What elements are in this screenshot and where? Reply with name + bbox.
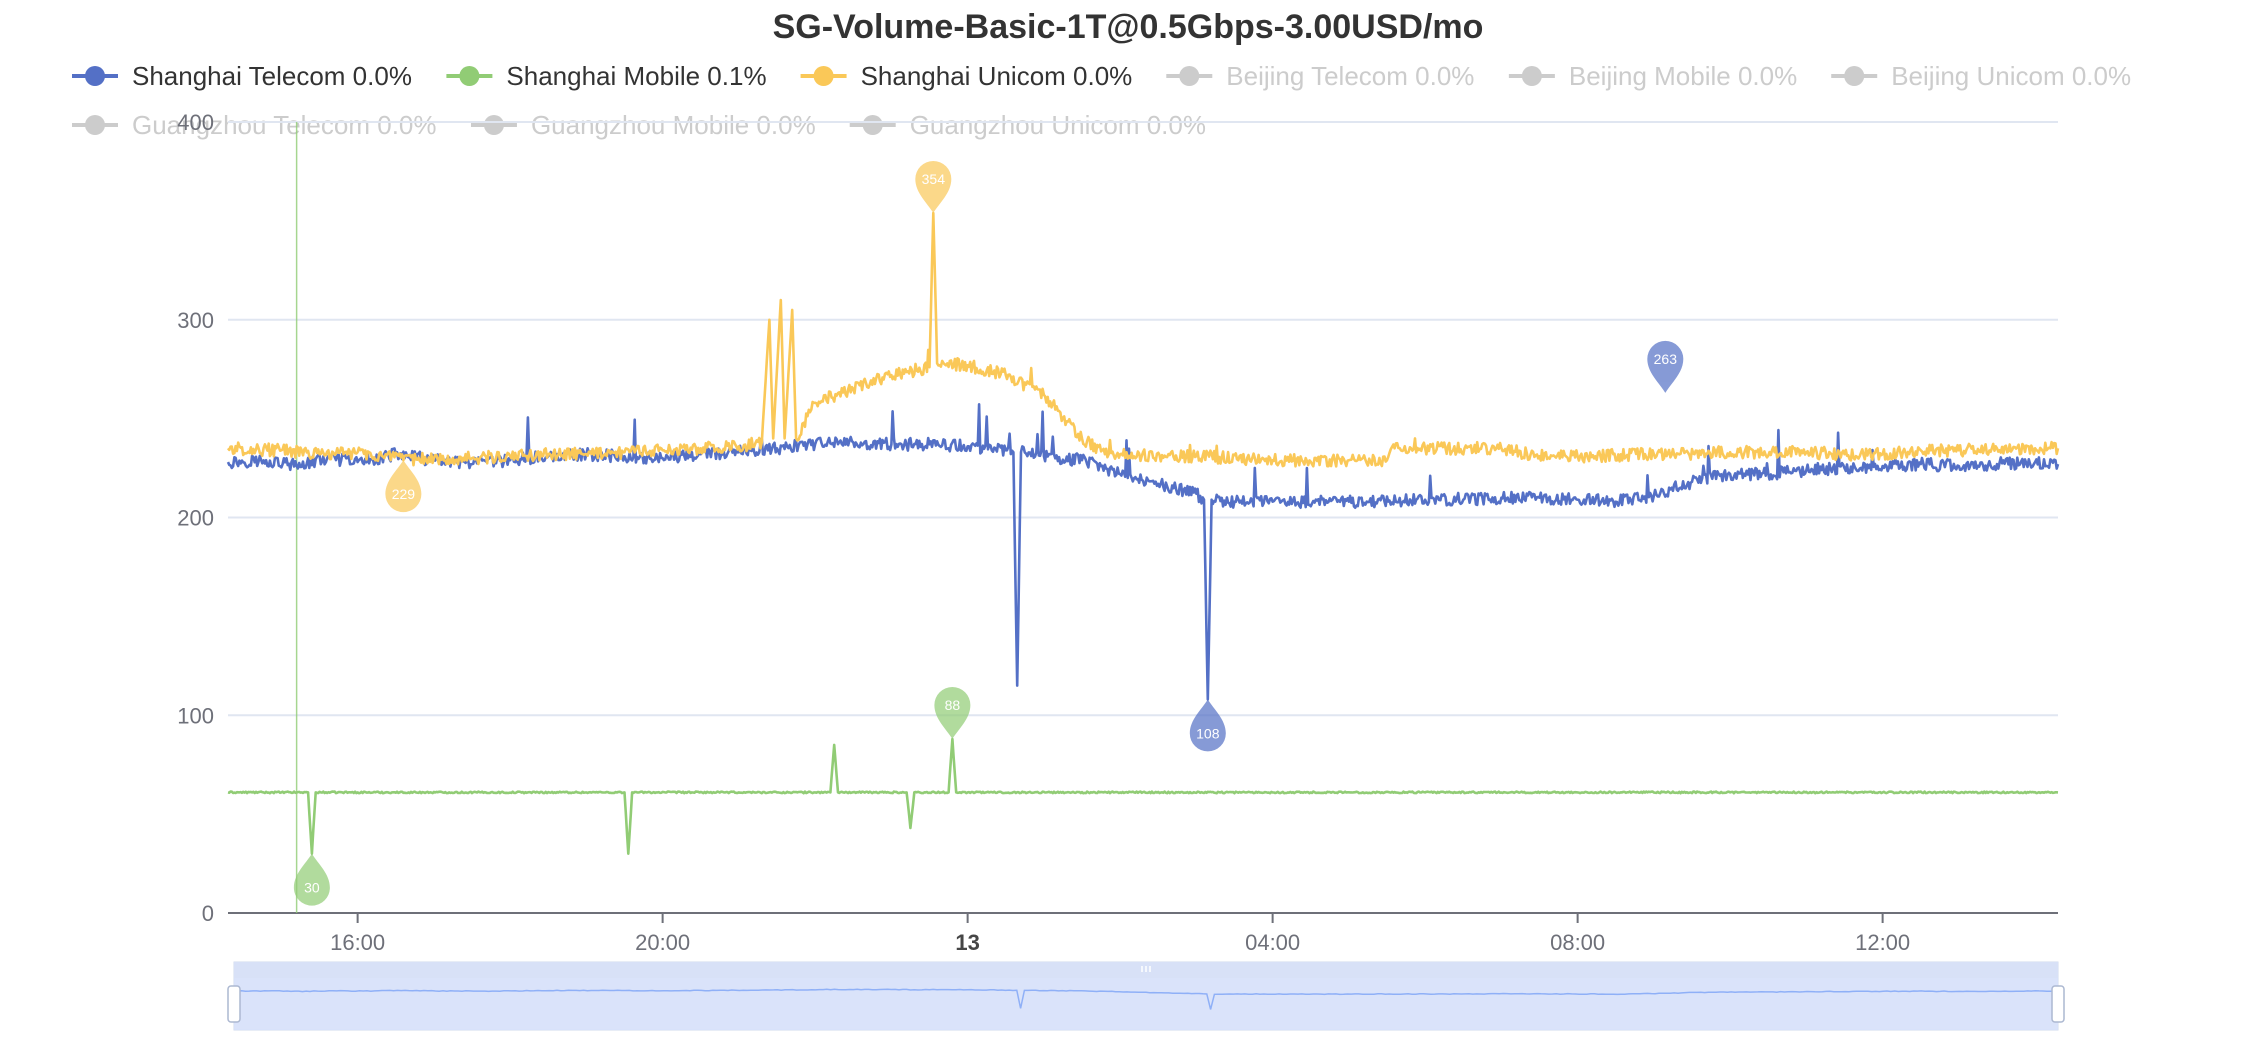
legend-item[interactable]: Beijing Telecom 0.0%	[1166, 61, 1474, 91]
mark-point: 263	[1647, 340, 1684, 393]
mark-point: 354	[915, 160, 952, 213]
y-axis: 0 100 200 300 400	[177, 110, 214, 926]
x-tick-label: 20:00	[635, 930, 690, 955]
x-tick-label: 12:00	[1855, 930, 1910, 955]
legend-dot	[1179, 66, 1200, 86]
legend-dot	[1844, 66, 1865, 86]
zoom-preview-line	[233, 988, 2055, 1010]
zoom-selected-range	[234, 978, 2058, 1030]
mark-label: 108	[1196, 725, 1220, 741]
mark-label: 354	[922, 171, 946, 187]
legend-label: Shanghai Mobile 0.1%	[506, 61, 766, 91]
legend-item[interactable]: Beijing Unicom 0.0%	[1831, 61, 2131, 91]
mark-label: 229	[392, 486, 416, 502]
legend-label: Beijing Mobile 0.0%	[1569, 61, 1797, 91]
legend-label: Guangzhou Mobile 0.0%	[531, 110, 816, 140]
mark-pin	[385, 460, 422, 513]
mark-pin	[1189, 699, 1226, 752]
mark-point: 88	[934, 686, 971, 739]
legend-dot	[862, 115, 883, 135]
legend-label: Shanghai Unicom 0.0%	[861, 61, 1133, 91]
mark-point: 108	[1189, 699, 1226, 752]
y-tick-label: 400	[177, 110, 214, 135]
legend-item[interactable]: Shanghai Mobile 0.1%	[446, 61, 767, 91]
data-zoom-slider[interactable]	[227, 961, 2065, 1031]
mark-pin	[1647, 340, 1684, 393]
y-tick-label: 300	[177, 308, 214, 333]
mark-pin	[293, 853, 330, 906]
y-tick-label: 100	[177, 703, 214, 728]
y-tick-label: 200	[177, 506, 214, 531]
legend-label: Beijing Telecom 0.0%	[1226, 61, 1474, 91]
legend-item[interactable]: Guangzhou Unicom 0.0%	[849, 110, 1206, 140]
legend-dot	[813, 66, 834, 86]
legend-dot	[85, 115, 105, 135]
legend-label: Beijing Unicom 0.0%	[1891, 61, 2131, 91]
legend-item[interactable]: Shanghai Unicom 0.0%	[800, 61, 1133, 91]
legend-dot	[1521, 66, 1542, 86]
marker-layer: 263 108 88 30 354 229	[293, 160, 1684, 906]
series-line	[227, 737, 2059, 856]
legend-item[interactable]: Guangzhou Telecom 0.0%	[72, 110, 437, 140]
series-layer	[226, 211, 2060, 856]
mark-pin	[934, 686, 971, 739]
y-tick-label: 0	[202, 901, 214, 926]
legend-item[interactable]: Shanghai Telecom 0.0%	[72, 61, 412, 91]
mark-label: 263	[1654, 351, 1678, 367]
x-axis: 16:00 20:00 13 04:00 08:00 12:00	[330, 913, 1910, 955]
legend-item[interactable]: Guangzhou Mobile 0.0%	[470, 110, 816, 140]
legend-dot	[483, 115, 504, 135]
x-tick-label: 13	[955, 930, 979, 955]
chart-title: SG-Volume-Basic-1T@0.5Gbps-3.00USD/mo	[773, 8, 1484, 46]
grid-lines	[228, 121, 2058, 914]
legend-dot	[85, 66, 105, 86]
x-tick-label: 04:00	[1245, 930, 1300, 955]
mark-pin	[915, 160, 952, 213]
legend-dot	[459, 66, 480, 86]
legend: Shanghai Telecom 0.0% Shanghai Mobile 0.1…	[72, 61, 2131, 140]
legend-label: Guangzhou Telecom 0.0%	[132, 110, 437, 140]
legend-item[interactable]: Beijing Mobile 0.0%	[1508, 61, 1797, 91]
mark-label: 88	[945, 697, 961, 713]
x-tick-label: 16:00	[330, 930, 385, 955]
zoom-start-handle[interactable]	[227, 985, 241, 1023]
series-line	[226, 402, 2060, 701]
zoom-end-handle[interactable]	[2051, 985, 2065, 1023]
mark-label: 30	[304, 880, 320, 896]
mark-point: 30	[293, 853, 330, 906]
x-tick-label: 08:00	[1550, 930, 1605, 955]
mark-point: 229	[385, 460, 422, 513]
series-line	[226, 211, 2060, 468]
legend-label: Shanghai Telecom 0.0%	[132, 61, 412, 91]
legend-label: Guangzhou Unicom 0.0%	[910, 110, 1206, 140]
